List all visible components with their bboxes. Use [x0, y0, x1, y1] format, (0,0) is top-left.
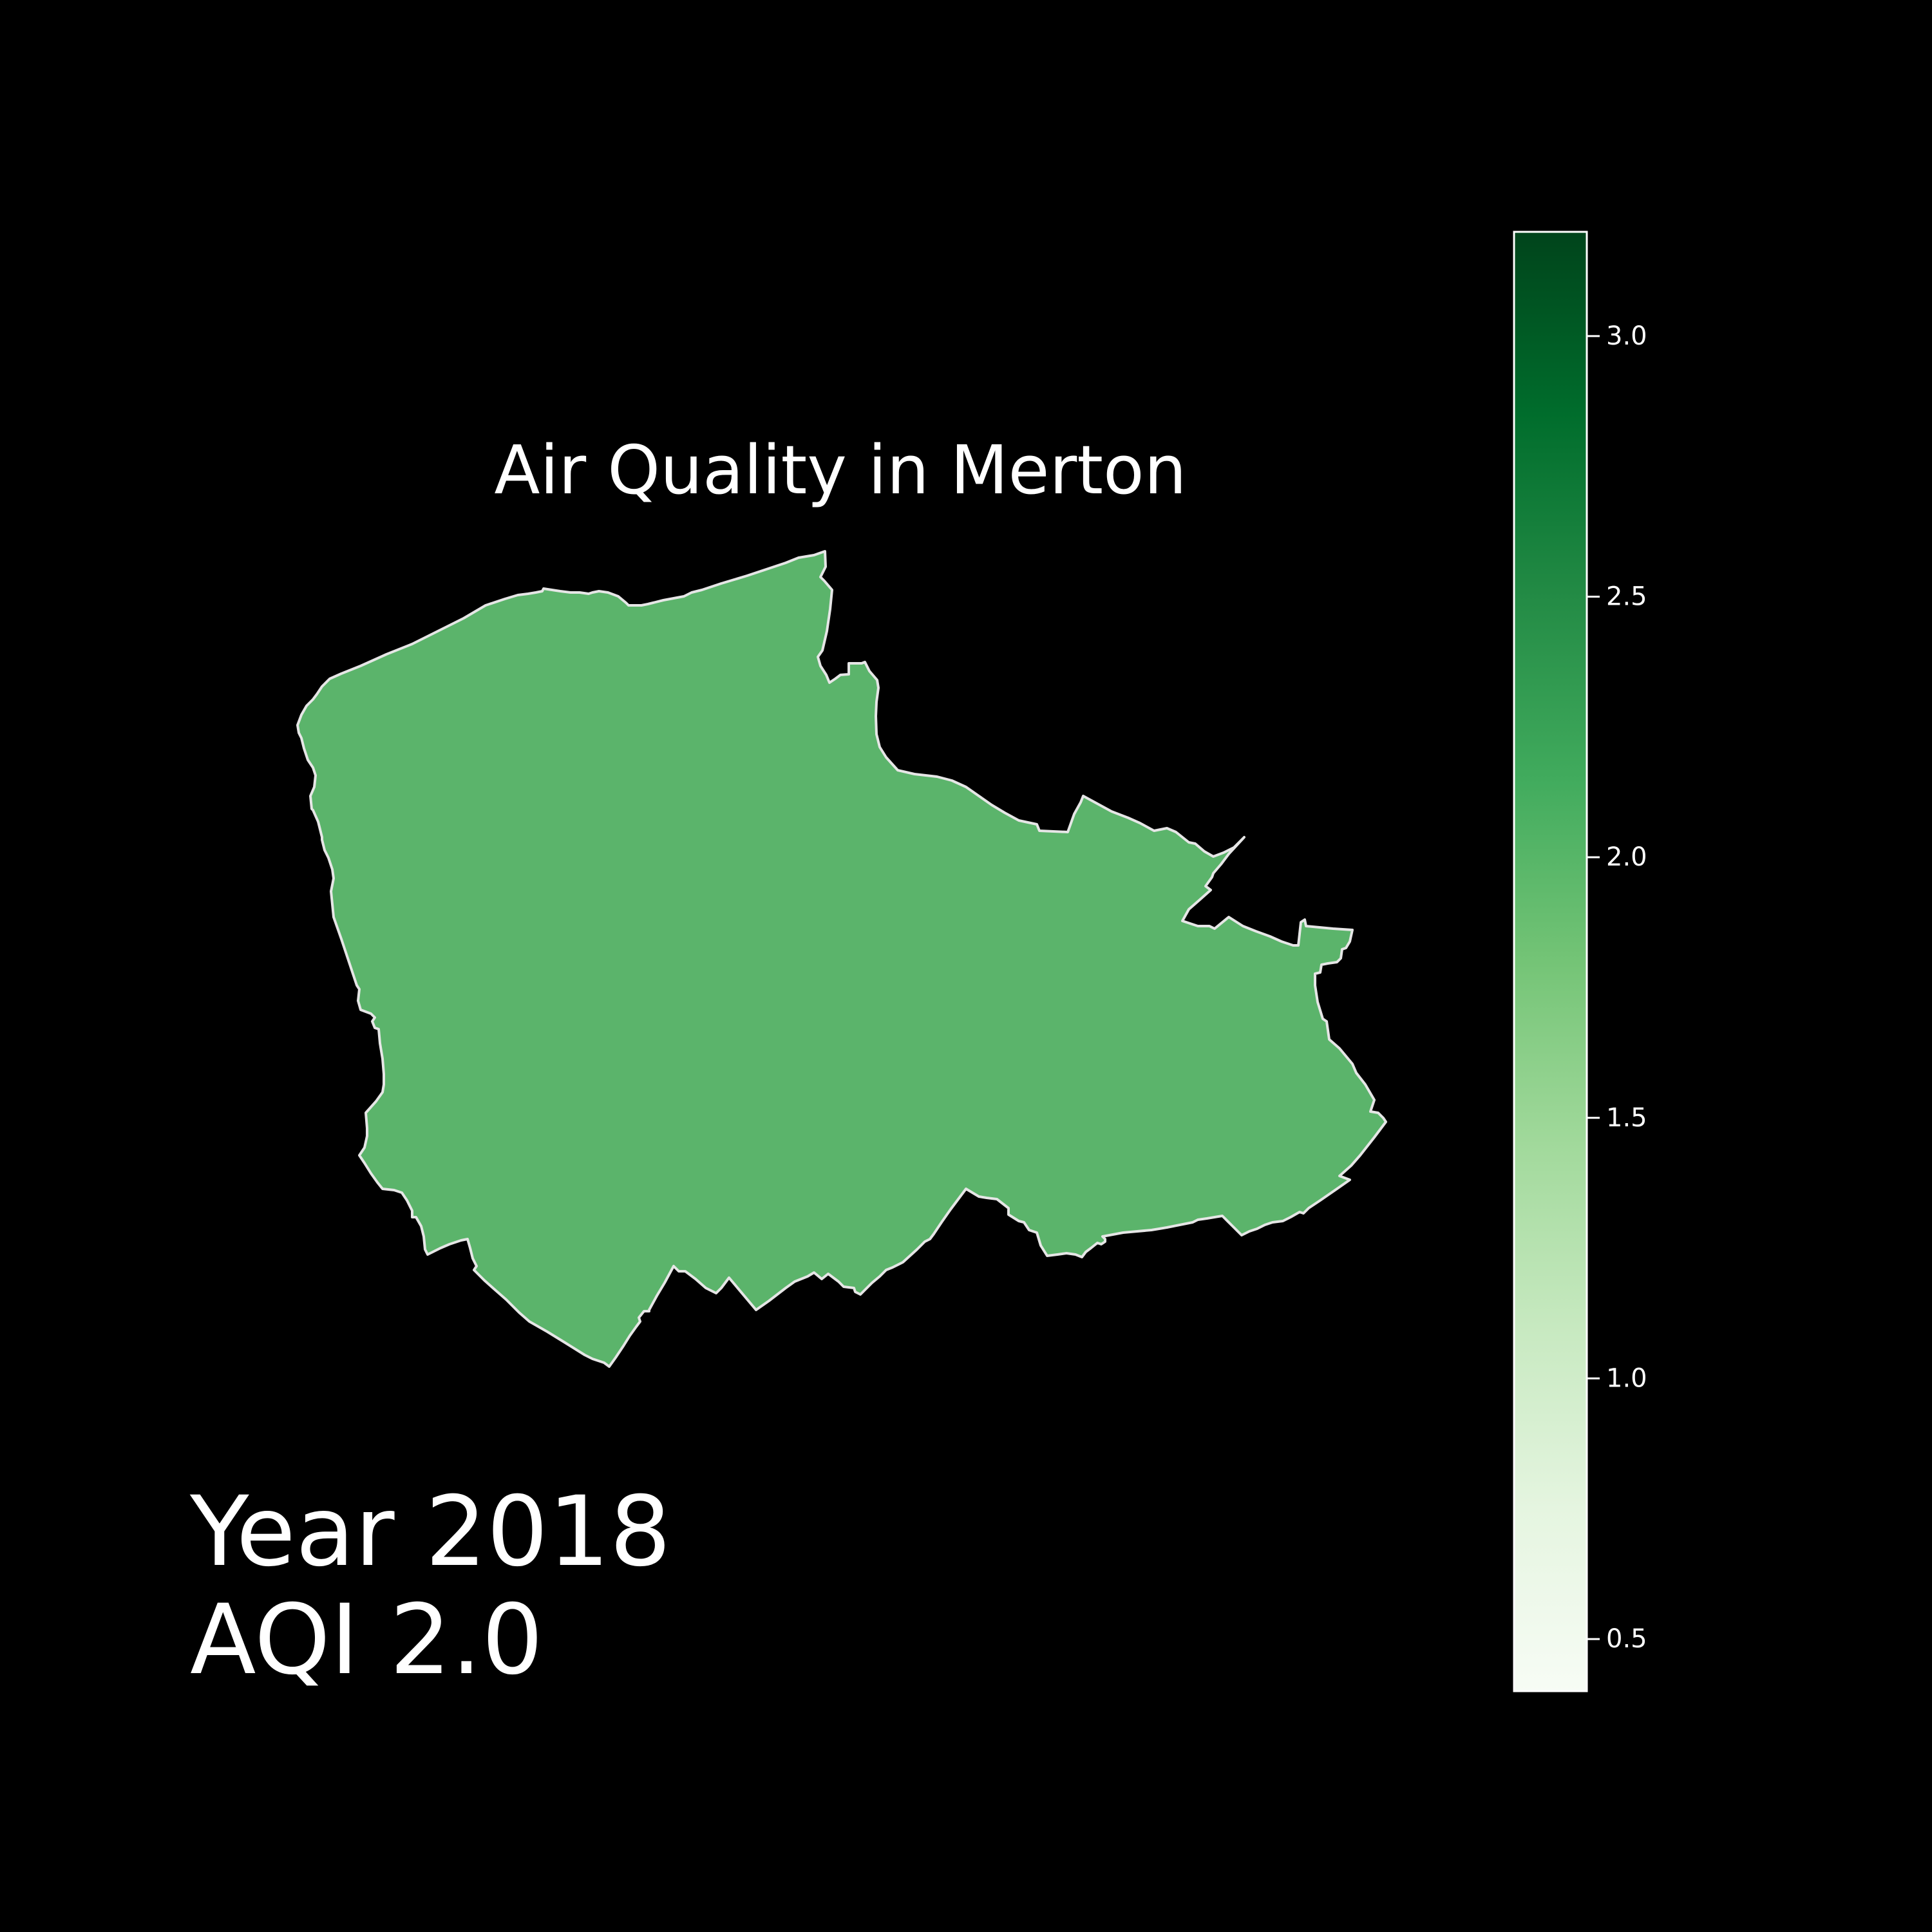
colorbar-ticks: 0.5 1.0 1.5 2.0 2.5 3.0 — [1587, 321, 1647, 1654]
colorbar-tick-label: 1.5 — [1606, 1103, 1647, 1133]
year-label: Year 2018 — [189, 1476, 671, 1588]
merton-borough-region[interactable] — [296, 550, 1387, 1368]
aqi-label: AQI 2.0 — [190, 1584, 544, 1696]
colorbar-tick-label: 2.0 — [1606, 842, 1647, 872]
colorbar-gradient — [1513, 231, 1588, 1692]
map-title: Air Quality in Merton — [494, 431, 1186, 509]
colorbar: 0.5 1.0 1.5 2.0 2.5 3.0 — [1513, 231, 1647, 1692]
colorbar-tick-label: 1.0 — [1606, 1363, 1647, 1393]
colorbar-tick-label: 3.0 — [1606, 321, 1647, 351]
colorbar-tick-label: 0.5 — [1606, 1624, 1647, 1654]
colorbar-tick-label: 2.5 — [1606, 582, 1647, 612]
